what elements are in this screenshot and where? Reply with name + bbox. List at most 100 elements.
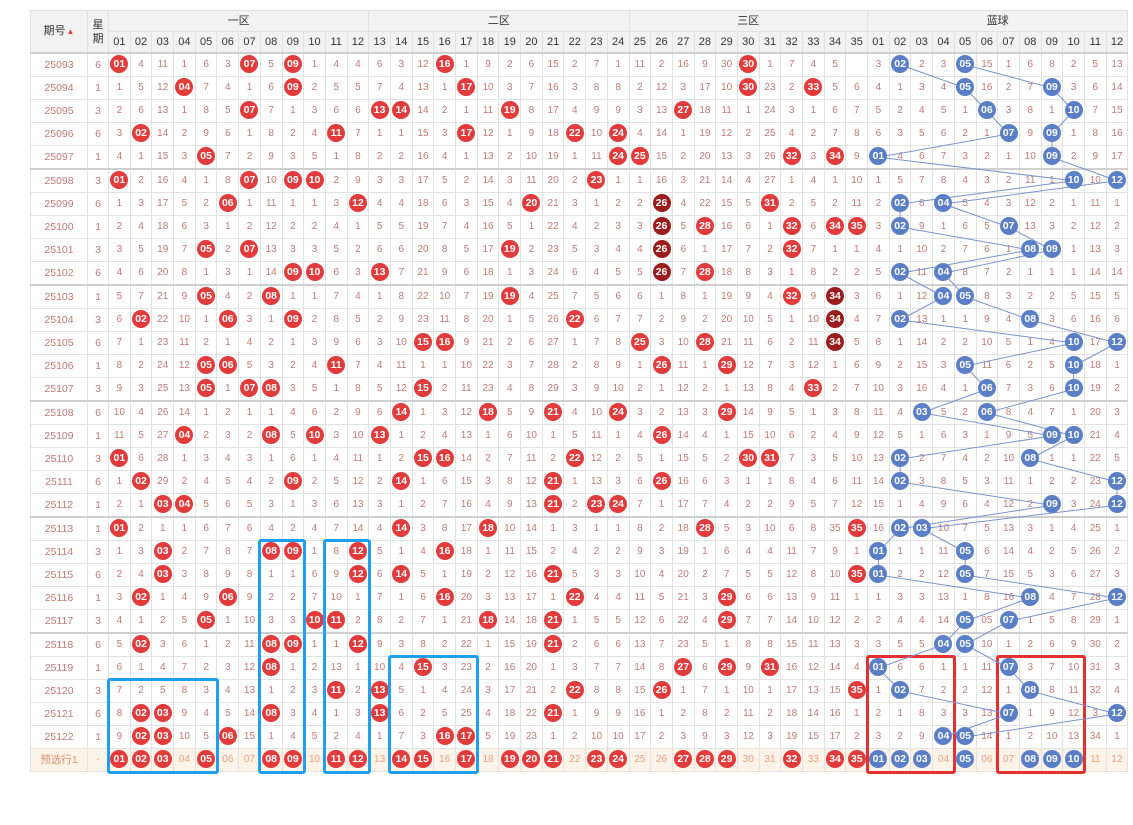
predict-blue-option[interactable]: 07	[997, 748, 1020, 772]
predict-blue-selected[interactable]: 01	[867, 748, 890, 772]
miss-count-cell: 4	[194, 702, 218, 726]
predict-red-ball[interactable]: 11	[327, 750, 346, 769]
miss-count-cell: 10	[389, 331, 413, 355]
predict-red-option[interactable]: 13	[368, 748, 391, 772]
miss-count-cell: 3	[780, 99, 803, 123]
predict-blue-selected[interactable]: 10	[1062, 748, 1085, 772]
predict-red-ball[interactable]: 21	[544, 750, 563, 769]
predict-red-ball[interactable]: 32	[782, 750, 801, 769]
predict-red-selected[interactable]: 29	[715, 748, 738, 772]
predict-red-option[interactable]: 22	[563, 748, 587, 772]
predict-red-option[interactable]: 06	[216, 748, 240, 772]
predict-red-ball[interactable]: 01	[110, 750, 129, 769]
miss-count-cell: 4	[693, 609, 717, 634]
predict-red-option[interactable]: 31	[758, 748, 782, 772]
predict-red-selected[interactable]: 12	[346, 748, 370, 772]
predict-blue-option[interactable]: 11	[1083, 748, 1107, 772]
predict-blue-ball[interactable]: 10	[1064, 750, 1083, 769]
predict-blue-selected[interactable]: 05	[953, 748, 977, 772]
predict-red-selected[interactable]: 34	[823, 748, 847, 772]
miss-count-cell: 18	[455, 540, 478, 564]
predict-red-ball[interactable]: 19	[500, 750, 519, 769]
predict-red-selected[interactable]: 14	[389, 748, 413, 772]
blue-ball-cell: 07	[997, 122, 1020, 146]
predict-red-selected[interactable]: 02	[129, 748, 153, 772]
predict-red-selected[interactable]: 17	[455, 748, 478, 772]
predict-blue-option[interactable]: 06	[975, 748, 999, 772]
predict-red-selected[interactable]: 05	[194, 748, 218, 772]
predict-red-ball[interactable]: 12	[348, 750, 367, 769]
predict-blue-ball[interactable]: 03	[912, 750, 931, 769]
red-ball-cell: 12	[346, 563, 370, 587]
table-row: 25108 6 10 4 26 14 1 2 1 1 4 6 2 9 6 14 1 3 12 18 5 9 21 4 10 24 3…	[30, 400, 1129, 425]
predict-red-option[interactable]: 07	[238, 748, 261, 772]
predict-blue-selected[interactable]: 03	[910, 748, 934, 772]
blue-ball-cell: 01	[867, 656, 890, 680]
predict-red-selected[interactable]: 35	[845, 748, 869, 772]
sort-arrow-icon[interactable]: ▲	[66, 27, 75, 36]
predict-red-selected[interactable]: 08	[259, 748, 283, 772]
red-ball: 05	[197, 379, 216, 398]
predict-red-ball[interactable]: 14	[392, 750, 411, 769]
miss-count-cell: 16	[498, 656, 522, 680]
predict-blue-selected[interactable]: 02	[888, 748, 912, 772]
predict-blue-ball[interactable]: 01	[869, 750, 888, 769]
predict-red-ball[interactable]: 02	[132, 750, 151, 769]
red-ball: 14	[392, 101, 411, 120]
predict-red-ball[interactable]: 29	[717, 750, 736, 769]
red-ball-cell: 34	[823, 215, 847, 239]
predict-red-ball[interactable]: 28	[695, 750, 714, 769]
predict-red-option[interactable]: 10	[303, 748, 326, 772]
predict-red-selected[interactable]: 03	[151, 748, 175, 772]
predict-blue-selected[interactable]: 09	[1040, 748, 1064, 772]
predict-red-option[interactable]: 30	[736, 748, 760, 772]
predict-red-ball[interactable]: 05	[197, 750, 216, 769]
predict-row[interactable]: 预选行1-01 02 03 04 05 06 07 08 09 10 11 12 13 14 15 16 17 1…	[30, 748, 1129, 772]
predict-red-ball[interactable]: 17	[457, 750, 476, 769]
predict-red-selected[interactable]: 28	[693, 748, 717, 772]
predict-red-ball[interactable]: 08	[262, 750, 281, 769]
predict-blue-ball[interactable]: 05	[956, 750, 975, 769]
predict-blue-ball[interactable]: 09	[1042, 750, 1061, 769]
predict-blue-selected[interactable]: 08	[1018, 748, 1042, 772]
predict-red-selected[interactable]: 01	[108, 748, 131, 772]
predict-red-option[interactable]: 33	[802, 748, 825, 772]
predict-red-selected[interactable]: 23	[585, 748, 608, 772]
predict-red-option[interactable]: 18	[476, 748, 500, 772]
predict-blue-ball[interactable]: 02	[891, 750, 910, 769]
predict-blue-option[interactable]: 04	[932, 748, 955, 772]
predict-red-ball[interactable]: 27	[674, 750, 693, 769]
predict-red-ball[interactable]: 03	[153, 750, 172, 769]
predict-red-selected[interactable]: 19	[498, 748, 522, 772]
predict-red-ball[interactable]: 20	[522, 750, 541, 769]
predict-red-selected[interactable]: 27	[671, 748, 695, 772]
red-ball: 28	[695, 333, 714, 352]
period-header[interactable]: 期号▲	[30, 10, 88, 54]
predict-red-option[interactable]: 16	[433, 748, 456, 772]
predict-red-selected[interactable]: 21	[541, 748, 565, 772]
predict-red-ball[interactable]: 23	[587, 750, 606, 769]
predict-red-selected[interactable]: 15	[411, 748, 435, 772]
predict-red-selected[interactable]: 32	[780, 748, 803, 772]
miss-count-cell: 5	[628, 447, 652, 471]
predict-red-selected[interactable]: 20	[520, 748, 543, 772]
predict-red-selected[interactable]: 09	[281, 748, 305, 772]
predict-red-ball[interactable]: 24	[609, 750, 628, 769]
blue-ball: 09	[1042, 124, 1061, 143]
predict-red-selected[interactable]: 11	[324, 748, 348, 772]
predict-red-option[interactable]: 04	[173, 748, 196, 772]
predict-blue-option[interactable]: 12	[1105, 748, 1129, 772]
predict-red-selected[interactable]: 24	[606, 748, 630, 772]
predict-red-ball[interactable]: 15	[413, 750, 432, 769]
red-ball: 14	[392, 403, 411, 422]
miss-count-cell: 21	[520, 679, 543, 703]
predict-red-option[interactable]: 25	[628, 748, 652, 772]
miss-count-cell: 3	[476, 586, 500, 610]
predict-red-ball[interactable]: 35	[847, 750, 866, 769]
miss-count-cell: 11	[259, 192, 283, 216]
predict-blue-ball[interactable]: 08	[1021, 750, 1040, 769]
miss-count-cell: 12	[736, 354, 760, 378]
predict-red-option[interactable]: 26	[650, 748, 673, 772]
predict-red-ball[interactable]: 34	[826, 750, 845, 769]
predict-red-ball[interactable]: 09	[283, 750, 302, 769]
